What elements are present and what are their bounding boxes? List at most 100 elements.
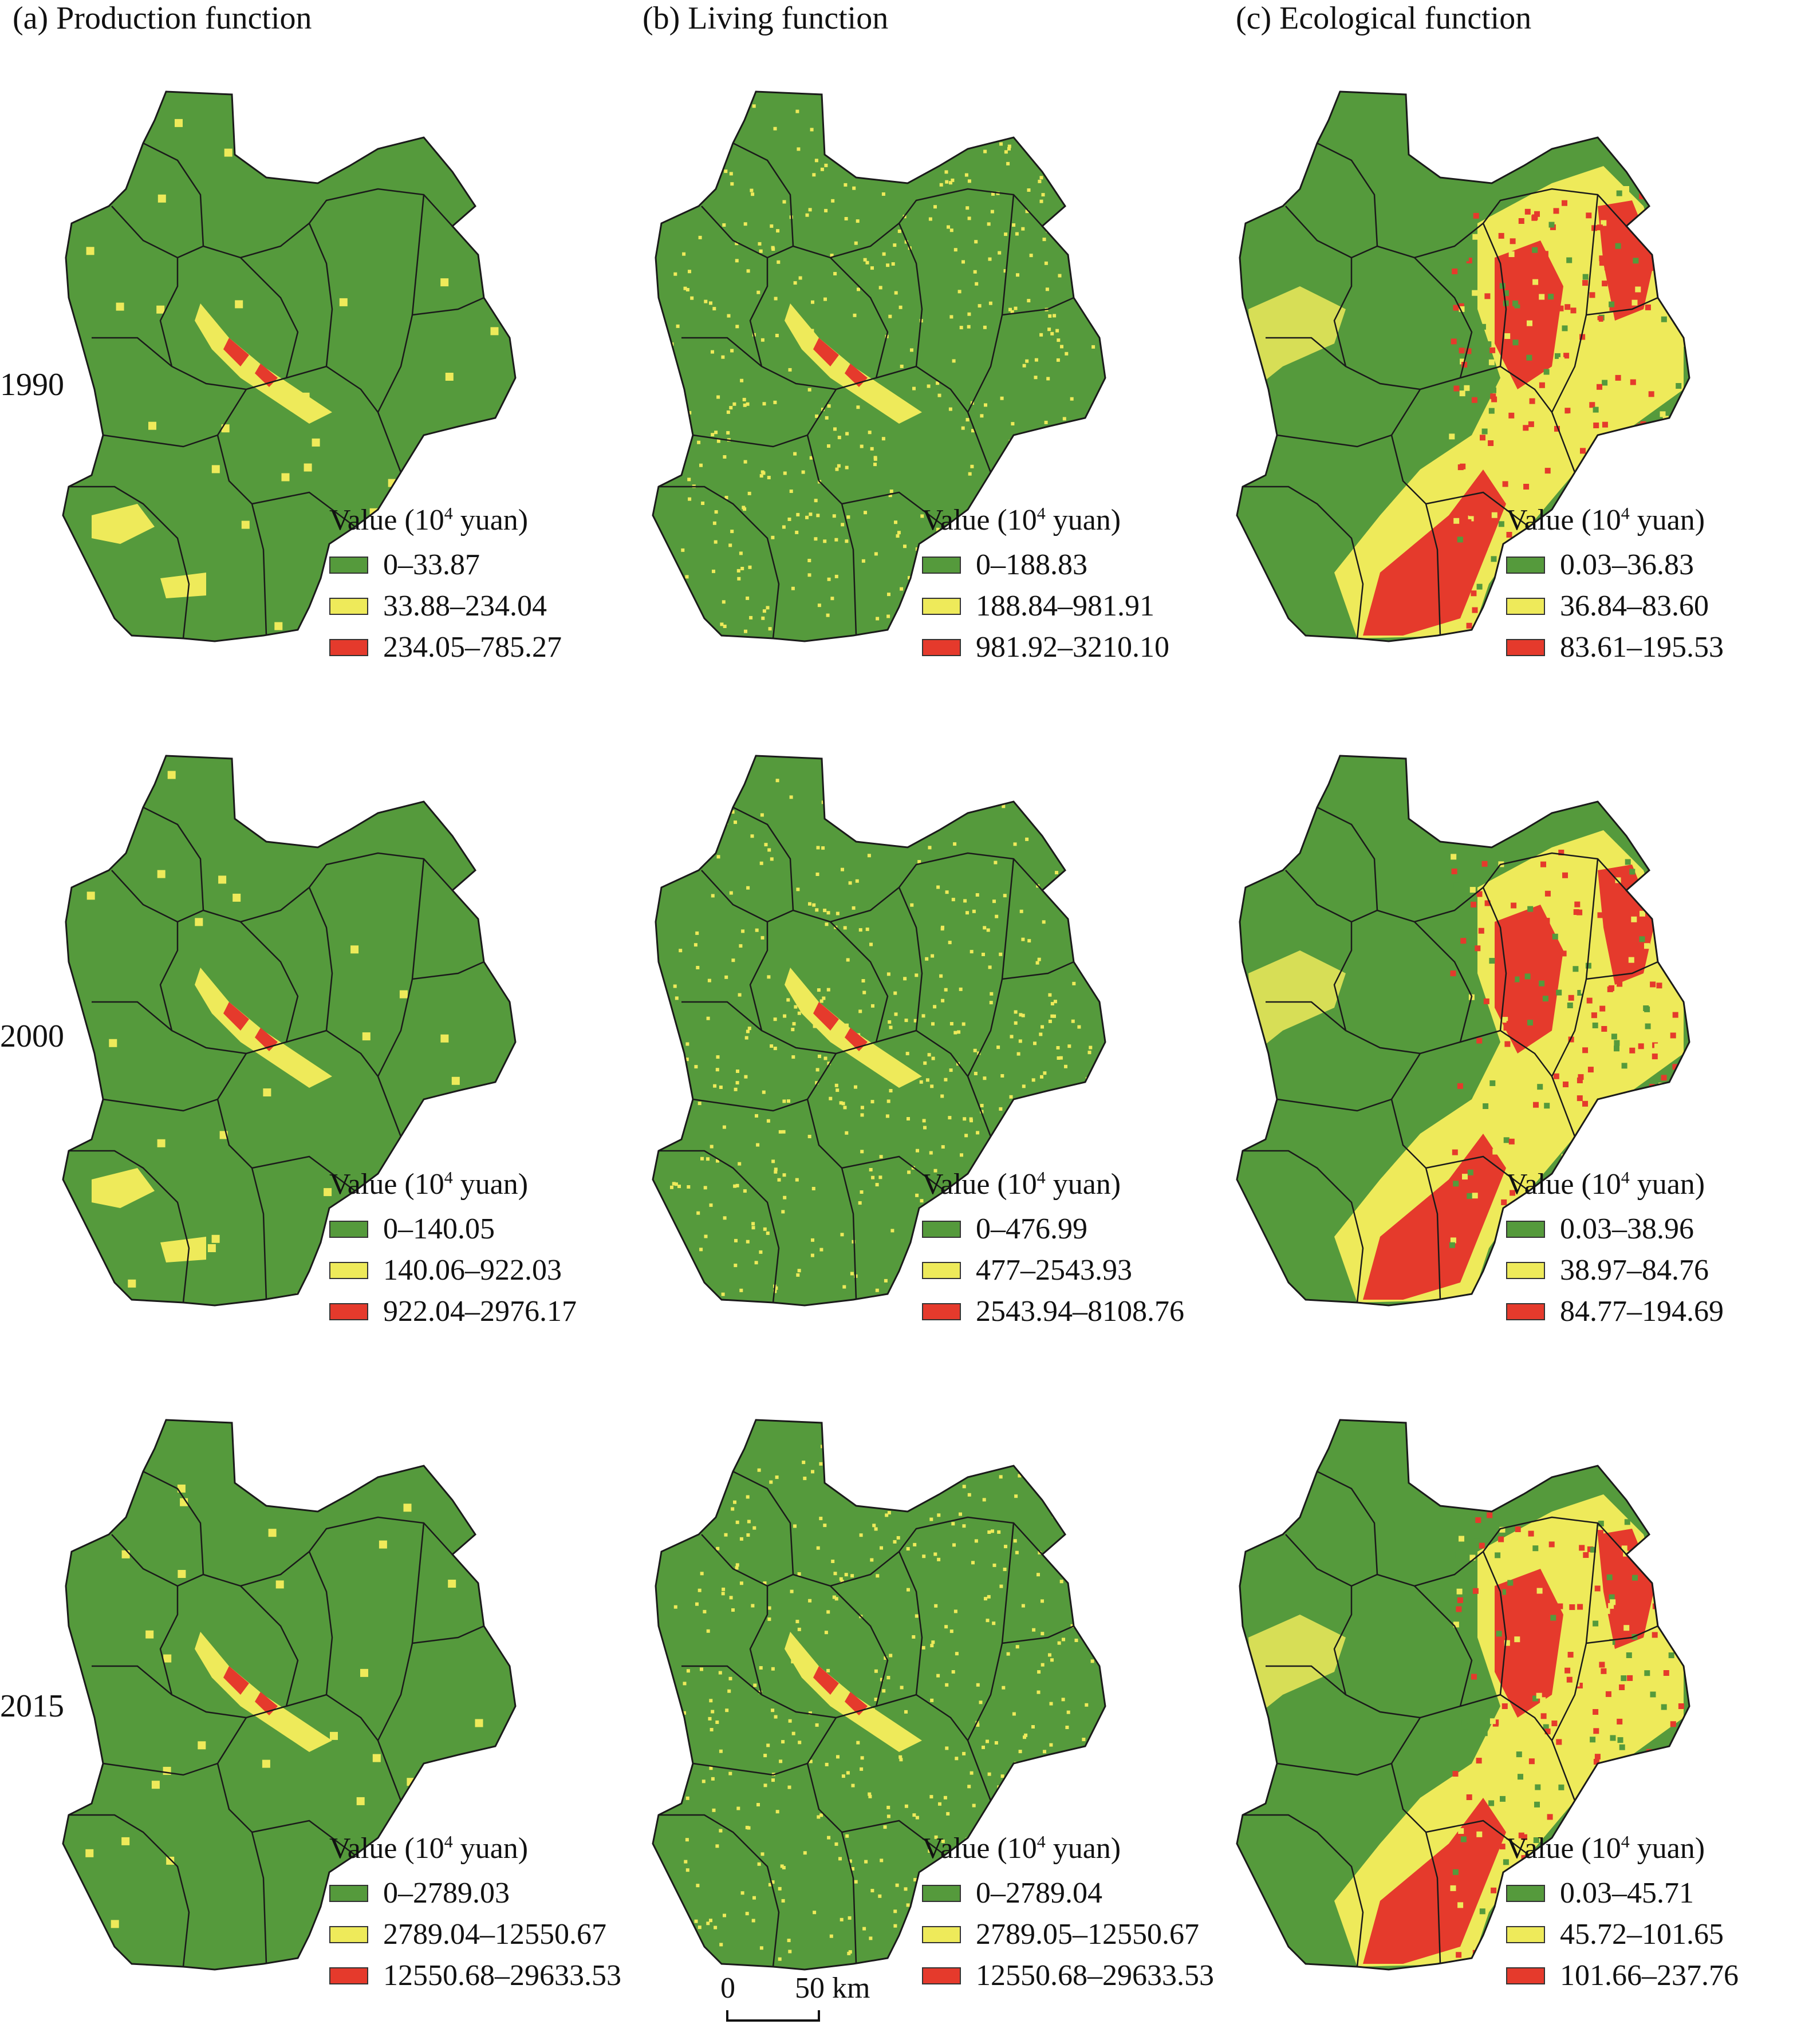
district-boundary xyxy=(841,491,945,527)
region-map xyxy=(1236,90,1690,642)
legend-swatch-high xyxy=(922,1303,961,1320)
legend-label: 2789.05–12550.67 xyxy=(976,1918,1199,1951)
legend-label: 45.72–101.65 xyxy=(1560,1918,1724,1951)
legend-label: 0.03–36.83 xyxy=(1560,549,1694,581)
district-boundary xyxy=(1333,1586,1353,1695)
ecological-mid-zone xyxy=(1334,1494,1684,1967)
district-boundary xyxy=(659,486,780,639)
district-boundary xyxy=(1586,297,1658,316)
district-boundary xyxy=(92,1001,402,1137)
legend-label: 0–140.05 xyxy=(383,1213,495,1245)
district-boundary xyxy=(251,491,356,527)
legend-label: 0.03–45.71 xyxy=(1560,1877,1694,1909)
legend-label: 0–476.99 xyxy=(976,1213,1087,1245)
region-boundary xyxy=(652,90,1106,642)
legend-swatch-low xyxy=(1506,1885,1545,1902)
region-map xyxy=(1236,1419,1690,1971)
legend-label: 38.97–84.76 xyxy=(1560,1254,1709,1287)
map-legend: Value (104 yuan) 0–2789.04 2789.05–12550.6… xyxy=(922,1832,1214,2000)
legend-label: 12550.68–29633.53 xyxy=(976,1959,1214,1992)
district-boundary xyxy=(103,1053,247,1112)
legend-item-low: 0–476.99 xyxy=(922,1213,1184,1246)
legend-item-low: 0.03–45.71 xyxy=(1506,1877,1739,1910)
district-boundary xyxy=(1266,1665,1576,1801)
district-boundary xyxy=(1414,921,1473,1043)
district-boundary xyxy=(659,1150,780,1303)
region-boundary xyxy=(1236,755,1690,1307)
district-boundary xyxy=(898,1551,923,1695)
district-boundary xyxy=(681,337,992,473)
legend-swatch-high xyxy=(329,1967,368,1984)
district-boundary xyxy=(1243,486,1364,639)
district-boundary xyxy=(412,961,484,980)
map-panel-living-1990: Value (104 yuan) 0–188.83 188.84–981.91 981… xyxy=(647,69,1220,716)
district-boundary xyxy=(412,1625,484,1644)
district-boundary xyxy=(159,1586,179,1695)
legend-item-mid: 45.72–101.65 xyxy=(1506,1918,1739,1951)
district-boundary xyxy=(1551,1522,1599,1741)
region-map xyxy=(62,90,517,642)
legend-label: 2789.04–12550.67 xyxy=(383,1918,606,1951)
column-title-living: (b) Living function xyxy=(643,1,889,36)
urban-corridor xyxy=(785,968,922,1088)
legend-swatch-mid xyxy=(922,1262,961,1279)
legend-item-high: 2543.94–8108.76 xyxy=(922,1295,1184,1328)
district-boundary xyxy=(1002,961,1074,980)
legend-item-mid: 140.06–922.03 xyxy=(329,1254,577,1287)
map-legend: Value (104 yuan) 0.03–45.71 45.72–101.65 10… xyxy=(1506,1832,1739,2000)
district-boundary xyxy=(92,1665,402,1801)
column-title-production: (a) Production function xyxy=(13,1,312,36)
legend-swatch-high xyxy=(329,1303,368,1320)
district-boundary xyxy=(111,188,453,259)
district-boundary xyxy=(898,887,923,1031)
legend-swatch-low xyxy=(329,1221,368,1238)
region-boundary xyxy=(652,755,1106,1307)
district-boundary xyxy=(1002,297,1074,316)
map-legend: Value (104 yuan) 0–188.83 188.84–981.91 981… xyxy=(922,504,1169,672)
legend-item-high: 84.77–194.69 xyxy=(1506,1295,1724,1328)
column-title-ecological: (c) Ecological function xyxy=(1236,1,1532,36)
district-boundary xyxy=(240,1585,299,1707)
legend-label: 12550.68–29633.53 xyxy=(383,1959,621,1992)
legend-item-mid: 477–2543.93 xyxy=(922,1254,1184,1287)
map-panel-ecological-2000: Value (104 yuan) 0.03–38.96 38.97–84.76 84.… xyxy=(1231,733,1801,1380)
district-boundary xyxy=(251,1820,356,1856)
district-boundary xyxy=(659,1814,780,1967)
urban-corridor xyxy=(785,1632,922,1752)
legend-swatch-low xyxy=(1506,557,1545,574)
legend-swatch-mid xyxy=(329,598,368,615)
legend-swatch-mid xyxy=(1506,1926,1545,1943)
ecological-mid-zone xyxy=(1334,830,1684,1303)
legend-item-mid: 188.84–981.91 xyxy=(922,590,1169,623)
row-label-2000: 2000 xyxy=(0,1019,64,1054)
legend-item-high: 83.61–195.53 xyxy=(1506,631,1724,664)
legend-swatch-mid xyxy=(922,1926,961,1943)
legend-swatch-low xyxy=(922,1885,961,1902)
region-boundary xyxy=(62,90,517,642)
legend-label: 83.61–195.53 xyxy=(1560,631,1724,664)
legend-label: 234.05–785.27 xyxy=(383,631,562,664)
district-boundary xyxy=(701,188,1043,259)
district-boundary xyxy=(898,223,923,367)
legend-swatch-mid xyxy=(329,1926,368,1943)
map-panel-ecological-1990: Value (104 yuan) 0.03–36.83 36.84–83.60 83.… xyxy=(1231,69,1801,716)
legend-swatch-low xyxy=(1506,1221,1545,1238)
district-boundary xyxy=(1482,223,1507,367)
legend-item-mid: 33.88–234.04 xyxy=(329,590,562,623)
legend-title: Value (104 yuan) xyxy=(1506,1168,1705,1201)
district-boundary xyxy=(377,194,425,413)
map-panel-ecological-2015: Value (104 yuan) 0.03–45.71 45.72–101.65 10… xyxy=(1231,1397,1801,2044)
map-legend: Value (104 yuan) 0.03–38.96 38.97–84.76 84.… xyxy=(1506,1168,1724,1336)
district-boundary xyxy=(692,389,837,448)
urban-corridor xyxy=(785,303,922,424)
region-map xyxy=(62,755,517,1307)
district-boundary xyxy=(701,852,1043,923)
region-map xyxy=(1236,755,1690,1307)
ecological-high-zone xyxy=(1495,1569,1563,1718)
legend-title: Value (104 yuan) xyxy=(329,1832,529,1865)
legend-label: 188.84–981.91 xyxy=(976,590,1154,622)
region-boundary xyxy=(62,755,517,1307)
district-boundary xyxy=(69,1814,190,1967)
legend-label: 36.84–83.60 xyxy=(1560,590,1709,622)
district-boundary xyxy=(1285,188,1627,259)
